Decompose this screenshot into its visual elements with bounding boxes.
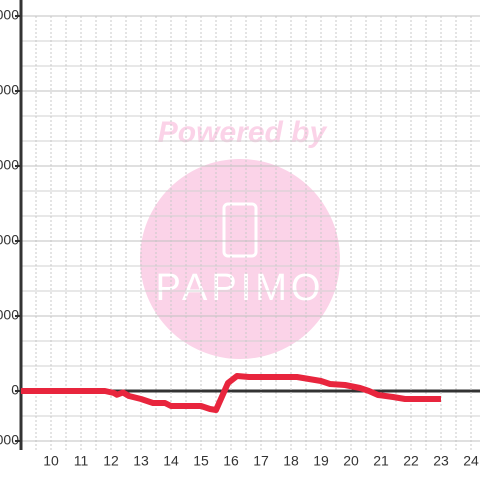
x-tick-label: 21 [373, 453, 389, 469]
y-tick-label: 150,000 [0, 7, 19, 23]
y-tick-label: 90,000 [0, 157, 19, 173]
x-tick-label: 15 [193, 453, 209, 469]
x-tick-label: 22 [403, 453, 419, 469]
watermark-text: Powered by [158, 116, 328, 149]
x-tick-label: 16 [223, 453, 239, 469]
y-tick-label: 0 [11, 382, 19, 398]
x-tick-label: 10 [43, 453, 59, 469]
watermark: Powered by PAPIMO [140, 116, 340, 359]
watermark-phone [222, 202, 258, 258]
grid [15, 0, 480, 450]
y-tick-label: -20,000 [0, 432, 19, 448]
y-tick-label: 30,000 [0, 307, 19, 323]
y-tick-label: 120,000 [0, 82, 19, 98]
x-tick-label: 20 [343, 453, 359, 469]
x-tick-label: 19 [313, 453, 329, 469]
x-tick-label: 14 [163, 453, 179, 469]
watermark-logo: PAPIMO [156, 267, 325, 309]
series-line [21, 373, 441, 413]
x-tick-label: 12 [103, 453, 119, 469]
watermark-circle [140, 159, 340, 359]
x-tick-label: 11 [74, 453, 89, 469]
x-tick-label: 17 [253, 453, 269, 469]
x-tick-label: 23 [433, 453, 449, 469]
y-tick-label: 60,000 [0, 232, 19, 248]
x-tick-label: 13 [133, 453, 149, 469]
x-tick-label: 18 [283, 453, 299, 469]
plot [21, 373, 441, 413]
x-tick-label: 24 [463, 453, 479, 469]
